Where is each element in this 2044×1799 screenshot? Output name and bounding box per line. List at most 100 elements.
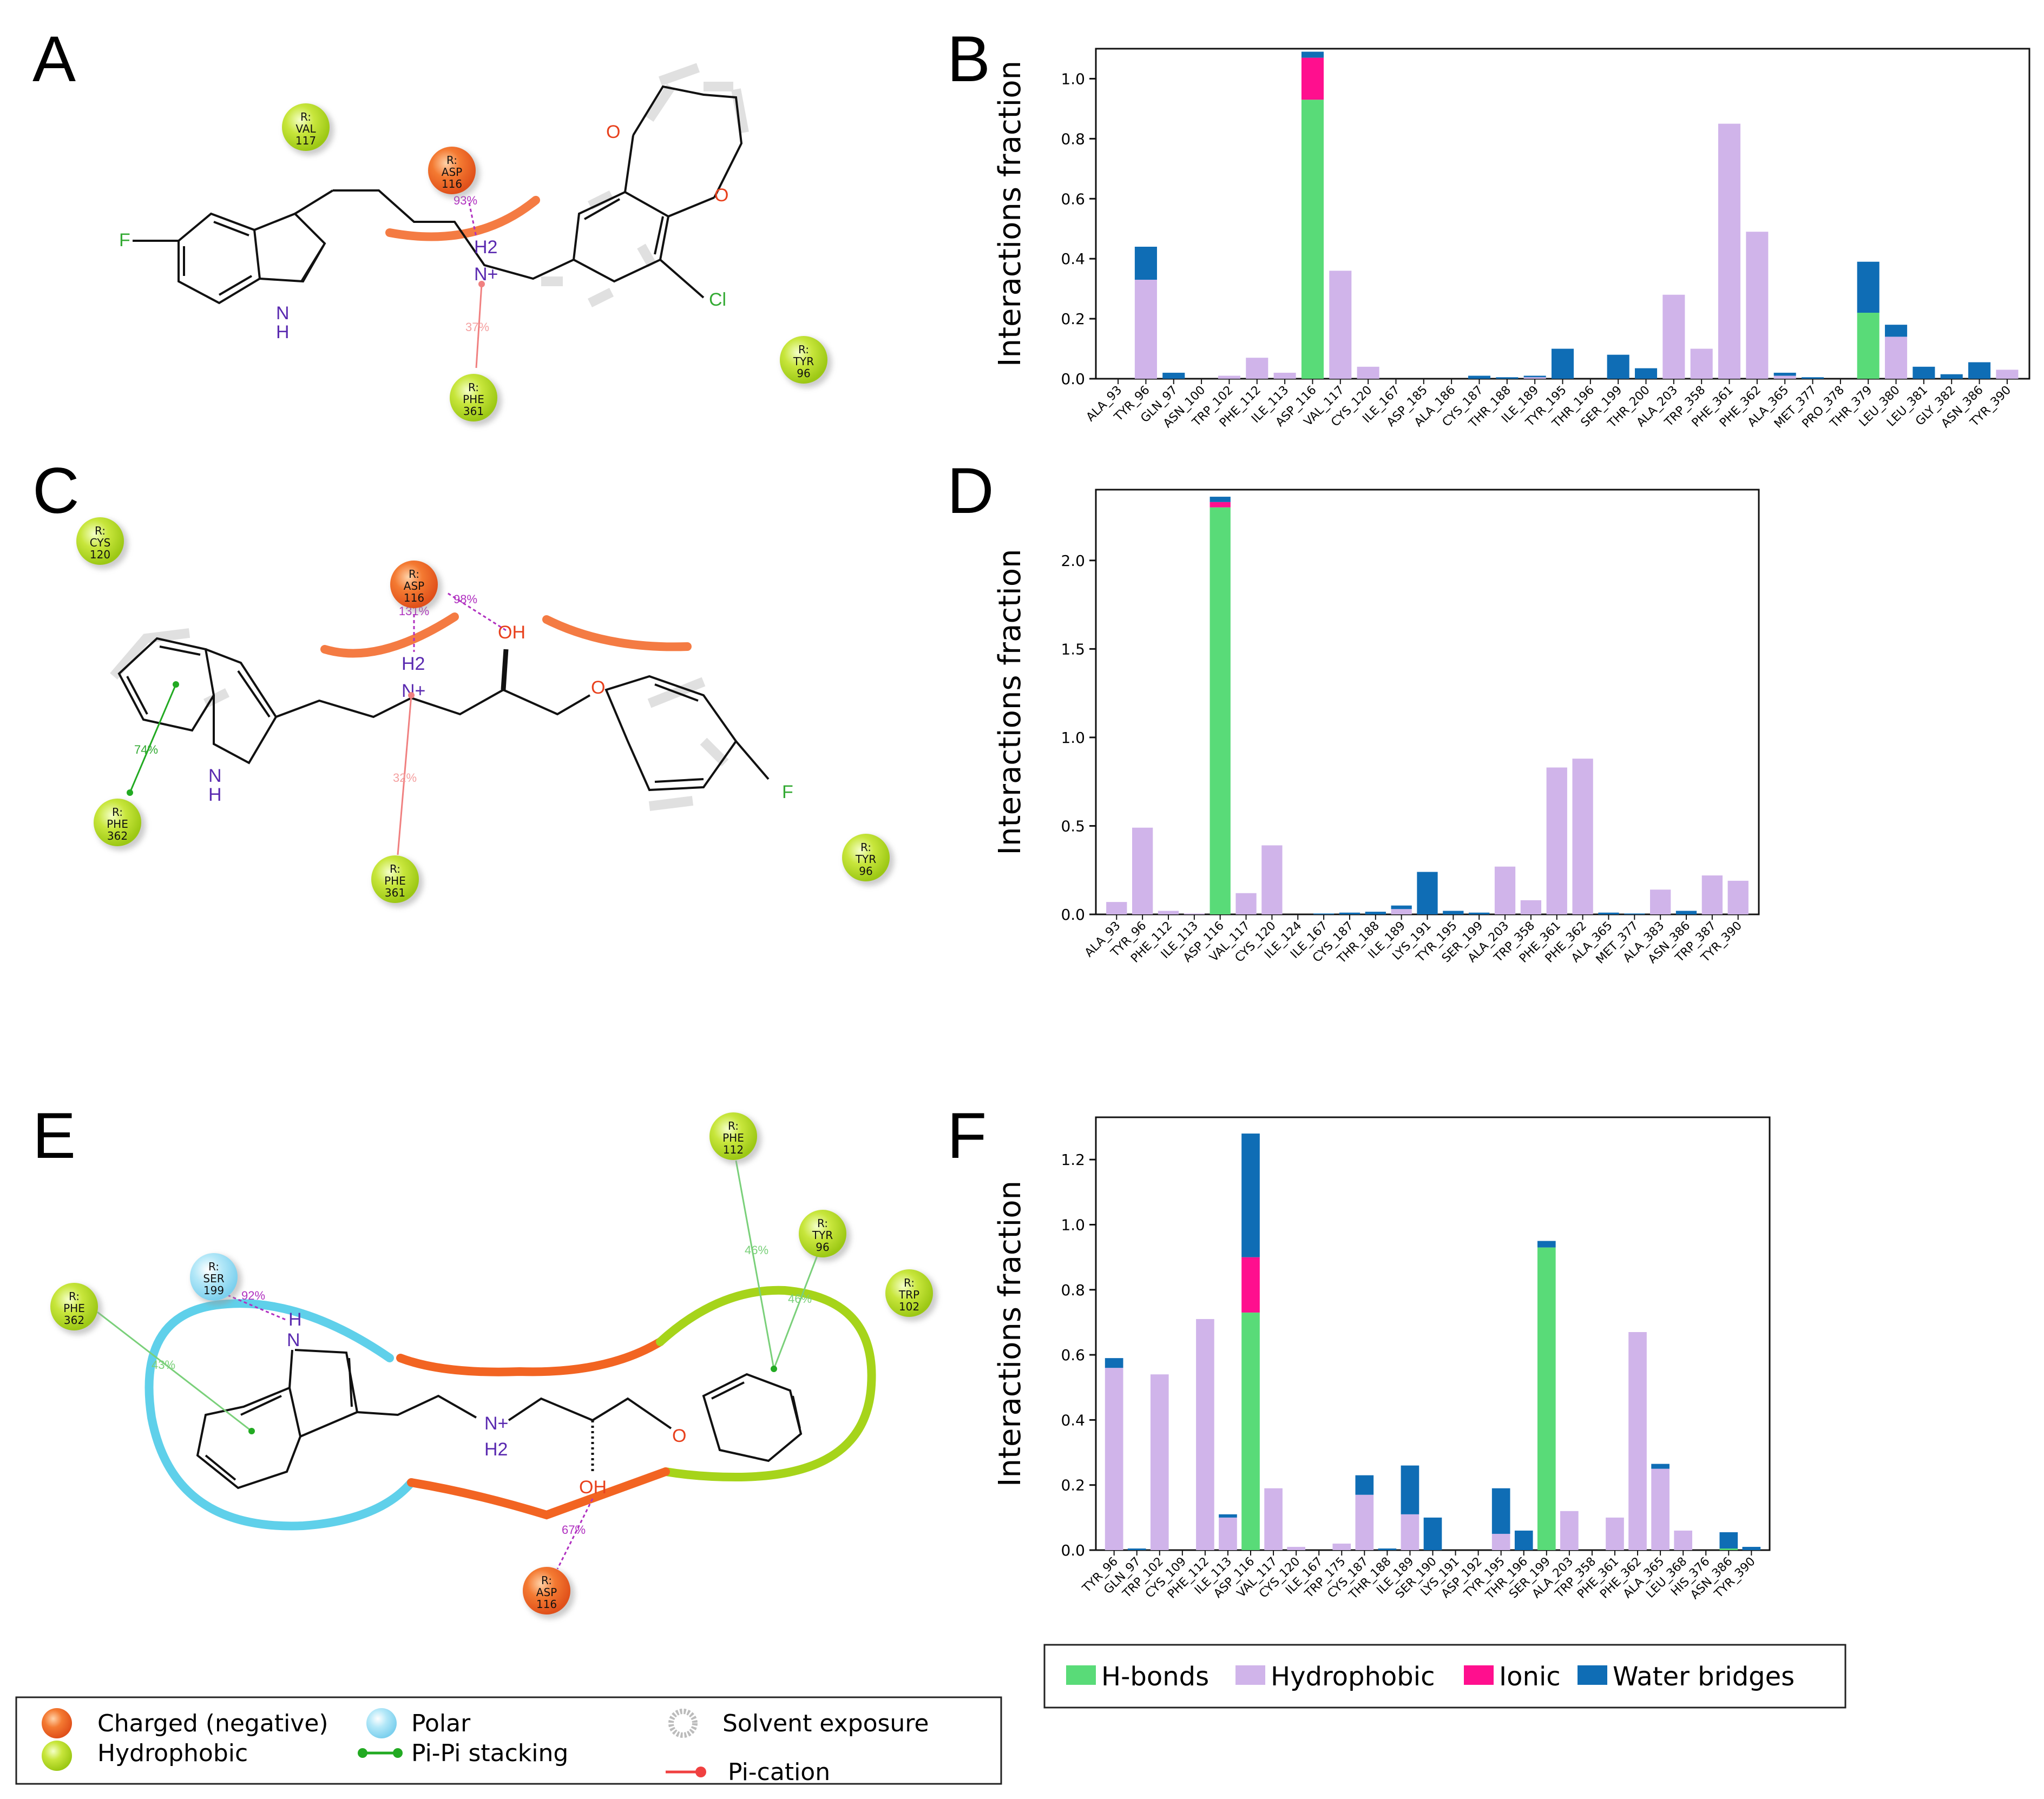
bar-segment: [1210, 507, 1231, 914]
atom-h2: H2: [484, 1439, 508, 1460]
svg-text:R:: R:: [95, 524, 106, 537]
atom-h2: H2: [402, 654, 425, 674]
y-tick-label: 0.0: [1061, 1541, 1085, 1559]
y-axis-label: Interactions fraction: [993, 1181, 1028, 1487]
pct-label: 46%: [788, 1292, 812, 1306]
svg-text:96: 96: [859, 865, 872, 878]
bar-segment: [1162, 372, 1185, 379]
svg-text:R:: R:: [409, 568, 419, 581]
svg-text:R:: R:: [860, 841, 871, 854]
pi-pi-dot: [173, 681, 179, 688]
svg-text:116: 116: [404, 591, 424, 604]
bar-segment: [1651, 1468, 1670, 1550]
pocket-outline-charged: [407, 1467, 670, 1520]
chart-legend: H-bonds Hydrophobic Ionic Water bridges: [1043, 1644, 1846, 1709]
y-tick-label: 0.2: [1061, 1477, 1085, 1494]
legend-swatch-hydrophobic: [1235, 1665, 1265, 1685]
bar-segment: [1968, 362, 1991, 379]
bar-segment: [1264, 1488, 1283, 1550]
bar-segment: [1132, 827, 1153, 914]
residue-phe-362: R: PHE 362: [50, 1283, 102, 1335]
legend-label: Pi-Pi stacking: [411, 1739, 568, 1767]
bar-segment: [1628, 1332, 1647, 1550]
bar-segment: [1491, 1533, 1510, 1550]
ligand-diagram-e: H N N+ H2 OH O 92% 46% 46% 43% 67% R: PH…: [50, 1112, 937, 1619]
bar-segment: [1496, 377, 1519, 379]
pct-label: 32%: [393, 771, 417, 785]
bar-segment: [1560, 1511, 1579, 1550]
legend-swatch-water-bridges: [1578, 1665, 1607, 1685]
y-tick-label: 1.0: [1061, 729, 1085, 747]
bar-segment: [1520, 900, 1542, 914]
bar-segment: [1301, 51, 1324, 58]
y-tick-label: 0.6: [1061, 1346, 1085, 1364]
svg-text:R:: R:: [904, 1276, 915, 1289]
svg-text:R:: R:: [728, 1119, 739, 1132]
legend-label: Polar: [411, 1710, 471, 1737]
bar-segment: [1210, 497, 1231, 502]
plot-frame: [1095, 489, 1760, 915]
legend-label: Hydrophobic: [1271, 1662, 1435, 1692]
legend-label: Water bridges: [1613, 1662, 1795, 1692]
bar-segment: [1650, 889, 1671, 914]
bar-segment: [1355, 1475, 1374, 1495]
bar-segment: [1469, 912, 1490, 914]
bar-segment: [1773, 375, 1796, 379]
bar-segment: [1857, 313, 1879, 379]
bar-segment: [1662, 294, 1685, 379]
bar-segment: [1690, 348, 1713, 379]
residue-ser-199: R: SER 199: [190, 1253, 242, 1305]
receptor-exposure-ribbon: [385, 196, 540, 241]
y-tick-label: 0.4: [1061, 1411, 1085, 1429]
svg-text:120: 120: [90, 548, 110, 561]
ligand-diagram-c: OH H2 N+ O N H F 131% 98% 74% 32% R: CYS…: [76, 517, 894, 907]
atom-o: O: [714, 185, 728, 206]
pct-label: 37%: [465, 320, 489, 334]
svg-text:PHE: PHE: [384, 874, 406, 887]
pct-label: 43%: [152, 1358, 175, 1372]
svg-text:R:: R:: [468, 381, 479, 394]
svg-text:102: 102: [899, 1300, 919, 1313]
y-tick-label: 0.2: [1061, 310, 1085, 328]
svg-text:ASP: ASP: [536, 1586, 557, 1599]
atom-h2: H2: [474, 237, 497, 258]
svg-text:TYR: TYR: [855, 853, 876, 866]
atom-n-plus: N+: [474, 264, 498, 285]
bar-segment: [1996, 370, 2019, 379]
atom-oh: OH: [498, 622, 525, 643]
bar-segment: [1219, 1517, 1237, 1550]
y-tick-label: 0.0: [1061, 370, 1085, 388]
bar-segment: [1523, 375, 1546, 378]
bar-segment: [1313, 913, 1335, 914]
svg-text:112: 112: [723, 1143, 744, 1156]
bar-segment: [1674, 1530, 1692, 1550]
bar-segment: [1443, 911, 1464, 914]
solvent-exposure-a: [541, 63, 749, 308]
bar-segment: [1491, 1488, 1510, 1534]
atom-o: O: [606, 122, 620, 142]
svg-text:361: 361: [385, 886, 405, 899]
pi-cation-dot: [478, 281, 485, 287]
legend-label: Ionic: [1499, 1662, 1561, 1692]
bar-segment: [1105, 1358, 1123, 1368]
bar-segment: [1675, 911, 1697, 914]
bar-segment: [1468, 375, 1491, 379]
atom-cl: Cl: [709, 289, 726, 310]
residue-phe-362: R: PHE 362: [94, 799, 146, 851]
svg-text:PHE: PHE: [463, 393, 484, 406]
bar-segment: [1423, 1517, 1442, 1550]
bar-segment: [1134, 280, 1157, 379]
residue-asp-116: R: ASP 116: [523, 1567, 575, 1619]
residue-tyr-96: R: TYR 96: [780, 336, 832, 388]
residue-asp-116: R: ASP 116: [390, 561, 442, 612]
pi-pi-line: [773, 1241, 824, 1369]
svg-text:R:: R:: [446, 154, 457, 167]
pi-pi-dot: [248, 1428, 255, 1434]
bar-segment: [1551, 348, 1574, 379]
legend-swatch-ionic: [1464, 1665, 1494, 1685]
panel-letter-f: F: [947, 1099, 987, 1172]
residue-val-117: R: VAL 117: [282, 103, 334, 155]
bar-segment: [1651, 1464, 1670, 1469]
atom-n: N: [287, 1330, 300, 1350]
